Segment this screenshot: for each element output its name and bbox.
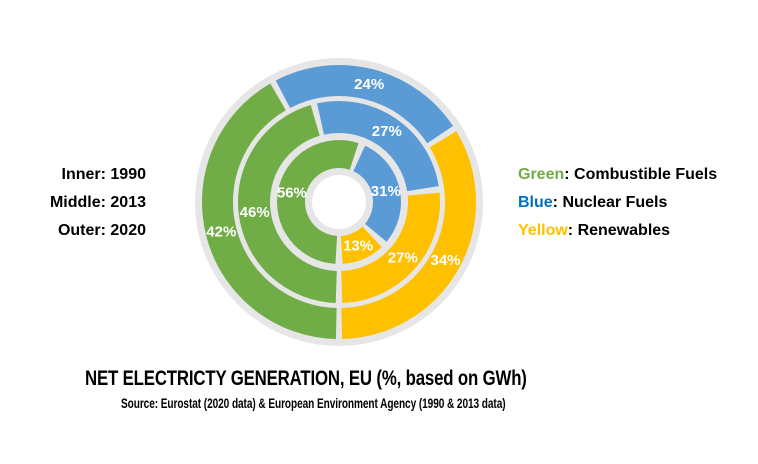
- segment-outer-2020-nuclear-fuels: [275, 65, 453, 144]
- segment-outer-2020-combustible-fuels: [202, 83, 337, 339]
- legend-color-word-yellow: Yellow: [518, 222, 568, 239]
- legend-label-renewables: : Renewables: [567, 222, 671, 239]
- ring-key-outer: Outer: 2020: [57, 222, 146, 239]
- segment-label-outer-2020-nuclear-fuels: 24%: [354, 76, 384, 93]
- segment-label-outer-2020-combustible-fuels: 42%: [206, 224, 236, 241]
- chart-title: NET ELECTRICTY GENERATION, EU (%, based …: [85, 367, 527, 390]
- legend-label-combustible: : Combustible Fuels: [564, 166, 718, 183]
- legend-item-combustible: Green: Combustible Fuels: [518, 161, 717, 189]
- legend-label-nuclear: : Nuclear Fuels: [552, 194, 668, 211]
- segment-middle-2013-renewables: [340, 192, 440, 303]
- segment-label-outer-2020-renewables: 34%: [430, 252, 460, 269]
- segment-label-middle-2013-nuclear-fuels: 27%: [372, 123, 402, 140]
- legend-item-renewables: Yellow: Renewables: [518, 217, 717, 245]
- ring-key-inner: Inner: 1990: [61, 166, 146, 183]
- legend-color-word-blue: Blue: [518, 194, 553, 211]
- legend: Green: Combustible Fuels Blue: Nuclear F…: [518, 161, 717, 245]
- donut-hole: [312, 175, 366, 229]
- segment-middle-2013-combustible-fuels: [238, 105, 338, 303]
- ring-key: Inner: 1990 Middle: 2013 Outer: 2020: [0, 161, 146, 245]
- segment-label-inner-1990-nuclear-fuels: 31%: [371, 183, 401, 200]
- segment-label-inner-1990-combustible-fuels: 56%: [277, 185, 307, 202]
- ring-key-middle: Middle: 2013: [49, 194, 146, 211]
- segment-inner-1990-nuclear-fuels: [352, 145, 401, 242]
- legend-item-nuclear: Blue: Nuclear Fuels: [518, 189, 717, 217]
- segment-label-inner-1990-renewables: 13%: [343, 238, 373, 255]
- chart-source-note: Source: Eurostat (2020 data) & European …: [121, 395, 506, 411]
- segment-middle-2013-nuclear-fuels: [317, 101, 439, 192]
- segment-inner-1990-combustible-fuels: [277, 140, 359, 264]
- segment-outer-2020-renewables: [341, 131, 476, 339]
- segment-inner-1990-renewables: [340, 226, 382, 264]
- segment-label-middle-2013-combustible-fuels: 46%: [240, 204, 270, 221]
- segment-label-middle-2013-renewables: 27%: [388, 250, 418, 267]
- legend-color-word-green: Green: [518, 166, 565, 183]
